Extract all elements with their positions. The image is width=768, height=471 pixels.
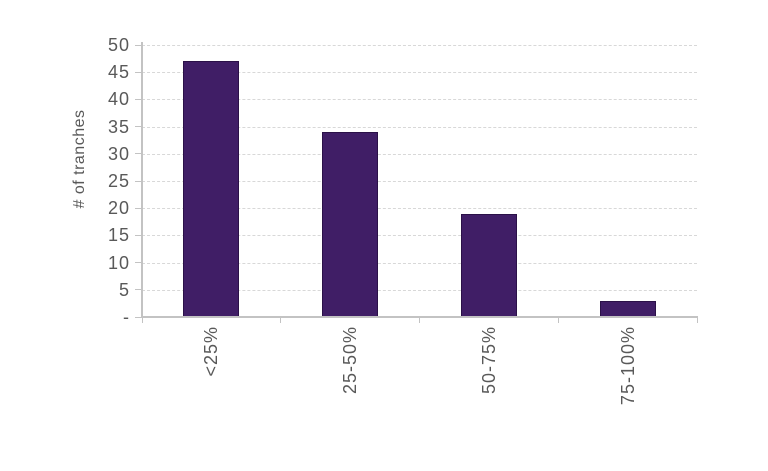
y-axis-tick (135, 289, 141, 291)
y-axis-line (141, 42, 143, 318)
y-tick-label: 30 (107, 143, 130, 164)
bar-50-75% (460, 213, 517, 317)
x-axis-tick (696, 318, 698, 323)
gridline (142, 289, 697, 291)
plot-area (135, 42, 698, 323)
y-tick-label: 50 (107, 35, 130, 55)
y-axis-tick (135, 207, 141, 209)
gridline (142, 126, 697, 128)
gridline (142, 262, 697, 264)
y-tick-label: 25 (107, 171, 130, 191)
y-tick-label: 5 (118, 279, 130, 300)
y-tick-label: 10 (107, 252, 130, 273)
y-axis-tick (135, 262, 141, 264)
gridline (142, 153, 697, 155)
y-tick-labels: - 5 10 15 20 25 30 35 40 45 50 (58, 0, 130, 471)
x-tick-label: 75-100% (617, 326, 638, 406)
gridline (142, 208, 697, 210)
bar-25-50% (322, 132, 379, 317)
y-tick-label: - (123, 307, 130, 327)
y-axis-tick (135, 234, 141, 236)
x-tick-label: <25% (201, 326, 222, 377)
gridline (142, 235, 697, 237)
y-tick-label: 35 (107, 116, 130, 137)
x-tick-label: 50-75% (478, 326, 499, 395)
y-tick-label: 20 (107, 198, 130, 219)
gridline (142, 72, 697, 74)
y-axis-tick (135, 316, 141, 318)
x-axis-tick (141, 318, 143, 323)
x-axis-tick (557, 318, 559, 323)
x-axis-tick (280, 318, 282, 323)
x-axis-line (141, 316, 698, 318)
x-axis-tick (419, 318, 420, 323)
gridline (142, 45, 697, 46)
y-axis-tick (135, 98, 141, 100)
y-tick-label: 15 (107, 225, 130, 246)
y-axis-tick (135, 71, 141, 73)
y-axis-tick (135, 44, 141, 46)
gridline (142, 99, 697, 101)
y-tick-label: 40 (107, 89, 130, 110)
y-axis-tick (135, 153, 141, 155)
y-axis-tick (135, 180, 141, 182)
bar-<25% (183, 61, 240, 317)
x-tick-label: 25-50% (340, 326, 361, 395)
gridline (142, 181, 697, 182)
y-axis-tick (135, 126, 141, 128)
y-tick-label: 45 (107, 62, 130, 83)
